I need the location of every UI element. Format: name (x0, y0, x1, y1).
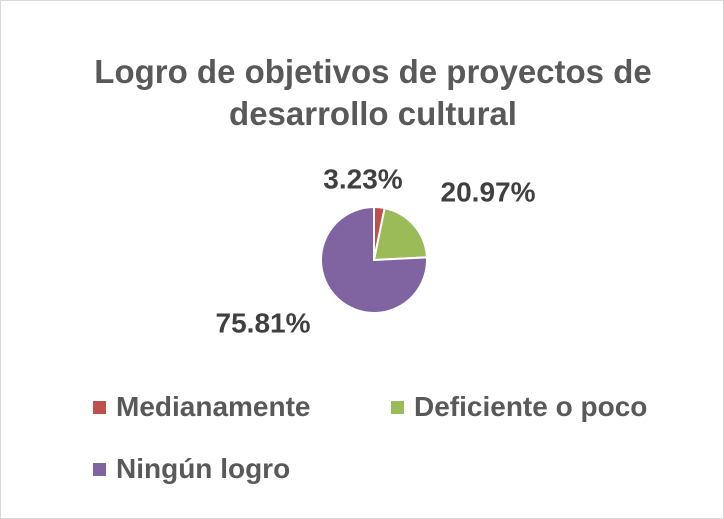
legend-label: Medianamente (116, 391, 311, 422)
legend-swatch (93, 400, 106, 414)
chart-title: Logro de objetivos de proyectos de desar… (94, 53, 652, 132)
data-label: 20.97% (441, 176, 536, 207)
legend-swatch (93, 462, 106, 476)
pie-slice (372, 206, 428, 262)
legend-swatch (391, 400, 404, 414)
legend-label: Ningún logro (116, 453, 291, 484)
legend-item: Medianamente (93, 391, 311, 423)
legend-item: Deficiente o poco (391, 391, 647, 423)
legend-item: Ningún logro (93, 453, 290, 485)
data-label: 3.23% (323, 163, 402, 194)
pie-slice (320, 205, 428, 314)
data-label: 75.81% (216, 307, 311, 338)
legend-label: Deficiente o poco (414, 391, 648, 422)
